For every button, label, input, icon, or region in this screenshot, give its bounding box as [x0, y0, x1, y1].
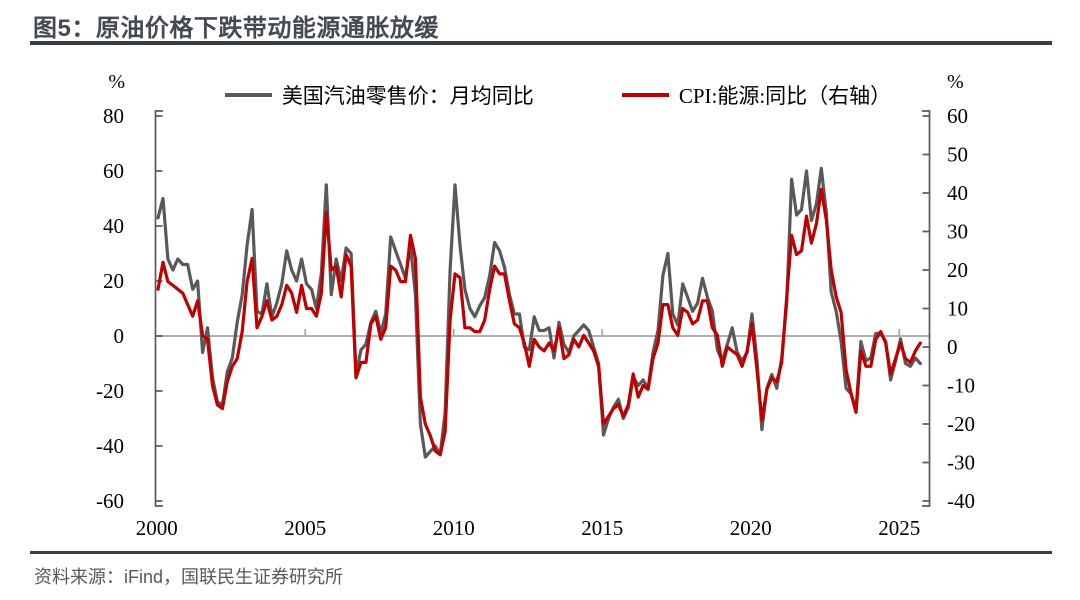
left-axis-tick-label: 40: [103, 214, 124, 238]
right-axis-tick-label: 20: [947, 258, 968, 282]
right-axis-tick-label: -30: [947, 451, 975, 475]
left-axis-tick-label: 20: [103, 269, 124, 293]
right-axis-tick-label: 0: [947, 335, 958, 359]
left-axis-spine: [154, 110, 163, 507]
right-axis-tick-label: 10: [947, 297, 968, 321]
left-axis-tick-label: 0: [114, 324, 125, 348]
bottom-divider: [30, 551, 1052, 554]
x-axis-tick-label: 2025: [878, 516, 920, 540]
figure-title: 图5：原油价格下跌带动能源通胀放缓: [33, 15, 439, 42]
left-axis-tick-label: -40: [96, 434, 124, 458]
legend-item-gasoline: 美国汽油零售价：月均同比: [224, 80, 534, 110]
left-axis-tick-label: -60: [96, 489, 124, 513]
legend-item-cpi-energy: CPI:能源:同比（右轴）: [621, 80, 892, 110]
legend-label-cpi-energy: CPI:能源:同比（右轴）: [678, 84, 892, 108]
x-axis-tick-label: 2000: [136, 516, 178, 540]
cpi-energy-yoy-line: [156, 187, 922, 457]
right-axis-tick-label: -40: [947, 489, 975, 513]
title-divider: [30, 41, 1052, 45]
source-note: 资料来源：iFind，国联民生证券研究所: [34, 567, 344, 587]
x-axis-tick-label: 2010: [433, 516, 475, 540]
right-axis-tick-label: 50: [947, 143, 968, 167]
right-axis-tick-label: 30: [947, 220, 968, 244]
right-axis-tick-label: -10: [947, 374, 975, 398]
left-axis-tick-label: 80: [103, 104, 124, 128]
legend-label-gasoline: 美国汽油零售价：月均同比: [281, 84, 534, 108]
left-axis-tick-label: 60: [103, 159, 124, 183]
x-axis-tick-label: 2020: [730, 516, 772, 540]
right-axis-unit: %: [947, 71, 964, 93]
left-axis-tick-label: -20: [96, 379, 124, 403]
chart-legend: 美国汽油零售价：月均同比 CPI:能源:同比（右轴）: [18, 80, 1080, 110]
cpi-energy-line-swatch: [621, 93, 669, 97]
right-axis-tick-label: -20: [947, 412, 975, 436]
right-axis-tick-label: 40: [947, 181, 968, 205]
left-axis-unit: %: [108, 71, 125, 93]
gasoline-yoy-line: [156, 166, 922, 459]
x-axis-tick-label: 2015: [581, 516, 623, 540]
right-axis-tick-label: 60: [947, 104, 968, 128]
gasoline-line-swatch: [224, 93, 272, 97]
x-axis-tick-label: 2005: [284, 516, 326, 540]
